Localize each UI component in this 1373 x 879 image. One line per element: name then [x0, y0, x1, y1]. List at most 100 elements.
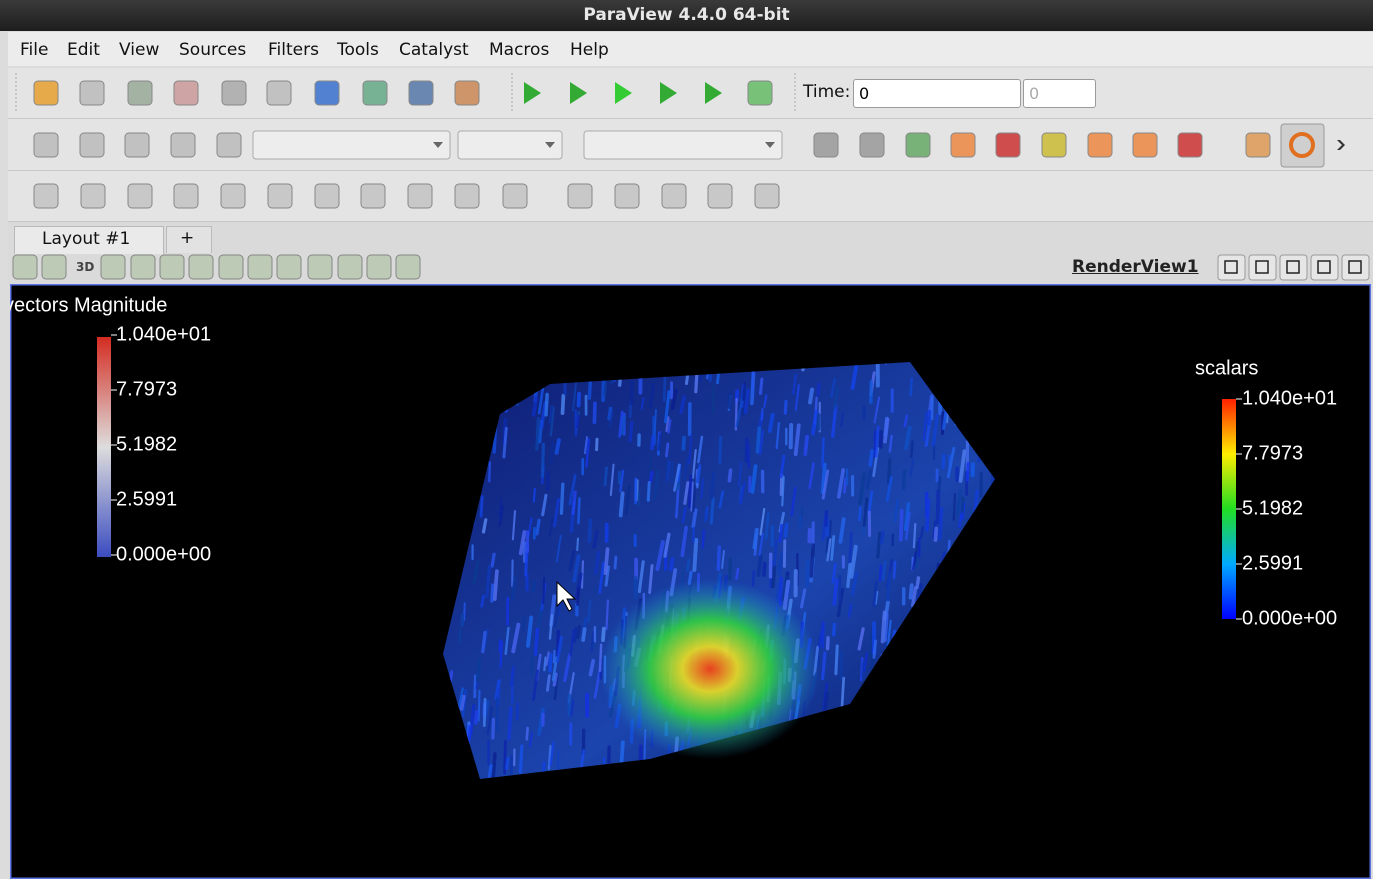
glyph — [727, 468, 733, 483]
toolbar-button[interactable] — [80, 183, 106, 209]
toolbar-button[interactable] — [221, 80, 247, 106]
toolbar-button[interactable] — [660, 82, 677, 104]
glyph — [690, 362, 695, 371]
toolbar-button[interactable] — [570, 82, 587, 104]
toolbar-button[interactable] — [524, 82, 541, 104]
toolbar-button[interactable] — [859, 132, 885, 158]
menu-item[interactable]: Sources — [179, 40, 247, 60]
layout-tab[interactable] — [14, 226, 164, 254]
add-tab-label[interactable]: + — [180, 228, 195, 248]
view-button[interactable] — [1310, 254, 1339, 281]
toolbar-button[interactable] — [1041, 132, 1067, 158]
toolbar-button[interactable] — [502, 183, 528, 209]
toolbar-button[interactable] — [41, 254, 67, 280]
toolbar-button[interactable] — [307, 254, 333, 280]
toolbar-button[interactable] — [130, 254, 156, 280]
combo-box[interactable] — [252, 130, 451, 160]
menu-item[interactable]: View — [119, 40, 160, 60]
toolbar-button[interactable] — [12, 254, 38, 280]
glyph — [691, 508, 698, 529]
toolbar-button[interactable] — [79, 80, 105, 106]
toolbar-button[interactable] — [1132, 132, 1158, 158]
layout-tab-label[interactable]: Layout #1 — [42, 229, 131, 249]
toolbar-button[interactable] — [170, 132, 196, 158]
toolbar-button[interactable] — [218, 254, 244, 280]
toolbar-button[interactable] — [33, 183, 59, 209]
toolbar-button[interactable] — [407, 183, 433, 209]
view-button[interactable] — [1341, 254, 1370, 281]
icon[interactable] — [1289, 132, 1315, 158]
toolbar-button[interactable] — [314, 183, 340, 209]
glyph — [758, 532, 764, 556]
view-button[interactable] — [1248, 254, 1277, 281]
toolbar-button[interactable] — [127, 183, 153, 209]
toolbar-button[interactable] — [216, 132, 242, 158]
menu-item[interactable]: Filters — [268, 40, 319, 60]
menu-item[interactable]: Macros — [489, 40, 550, 60]
3d-toggle[interactable]: 3D — [76, 260, 95, 274]
glyph — [964, 374, 969, 396]
toolbar-button[interactable] — [33, 80, 59, 106]
toolbar-button[interactable] — [454, 183, 480, 209]
combo-box[interactable] — [457, 130, 563, 160]
toolbar-button[interactable] — [395, 254, 421, 280]
toolbar-button[interactable] — [614, 183, 640, 209]
toolbar-button[interactable] — [705, 82, 722, 104]
toolbar-button[interactable] — [813, 132, 839, 158]
toolbar-button[interactable] — [247, 254, 273, 280]
toolbar-button[interactable] — [267, 183, 293, 209]
glyph — [619, 469, 625, 493]
toolbar-button[interactable] — [454, 80, 480, 106]
combo-box[interactable] — [583, 130, 783, 160]
toolbar-button[interactable] — [754, 183, 780, 209]
add-tab-button[interactable] — [166, 226, 212, 253]
view-button[interactable] — [1279, 254, 1308, 281]
menu-item[interactable]: File — [20, 40, 49, 60]
toolbar-button[interactable] — [408, 80, 434, 106]
glyph — [883, 416, 889, 437]
toolbar-button[interactable] — [220, 183, 246, 209]
toolbar-button[interactable] — [362, 80, 388, 106]
toolbar-button[interactable] — [567, 183, 593, 209]
toolbar-button[interactable] — [173, 183, 199, 209]
toolbar-button[interactable] — [366, 254, 392, 280]
toolbar-button[interactable] — [707, 183, 733, 209]
toolbar-button[interactable] — [661, 183, 687, 209]
toolbar-button[interactable] — [188, 254, 214, 280]
toolbar-button[interactable] — [127, 80, 153, 106]
toolbar-button[interactable] — [266, 80, 292, 106]
toolbar-button[interactable] — [124, 132, 150, 158]
toolbar-button[interactable] — [337, 254, 363, 280]
glyph — [946, 406, 950, 424]
toolbar-button[interactable] — [79, 132, 105, 158]
glyph — [452, 526, 458, 544]
toolbar-button[interactable] — [173, 80, 199, 106]
toggle-button[interactable] — [1280, 123, 1325, 168]
toolbar-button[interactable] — [276, 254, 302, 280]
toolbar-button[interactable] — [159, 254, 185, 280]
toolbar-button[interactable] — [100, 254, 126, 280]
menu-item[interactable]: Help — [570, 40, 609, 60]
render-view[interactable]: vectors Magnitude 1.040e+01 7.7973 5.1982 2.… — [10, 284, 1371, 879]
glyph — [778, 523, 784, 543]
view-button[interactable] — [1217, 254, 1246, 281]
toolbar-button[interactable] — [33, 132, 59, 158]
toolbar-button[interactable] — [1245, 132, 1271, 158]
view-name[interactable]: RenderView1 — [1072, 257, 1199, 277]
toolbar-button[interactable] — [950, 132, 976, 158]
toolbar-button[interactable] — [1087, 132, 1113, 158]
time-input[interactable]: 0 — [853, 79, 1021, 108]
toolbar-button[interactable] — [995, 132, 1021, 158]
menu-item[interactable]: Edit — [67, 40, 100, 60]
time-index-spinbox[interactable]: 0 — [1023, 79, 1096, 108]
toolbar-button[interactable] — [905, 132, 931, 158]
toolbar-button[interactable] — [747, 80, 773, 106]
toolbar-button[interactable] — [1177, 132, 1203, 158]
toolbar-button[interactable] — [360, 183, 386, 209]
toolbar-button[interactable] — [615, 82, 632, 104]
menu-item[interactable]: Tools — [337, 40, 379, 60]
more-button[interactable] — [1337, 140, 1345, 150]
menu-item[interactable]: Catalyst — [399, 40, 469, 60]
color-legend-title: vectors Magnitude — [10, 294, 167, 316]
toolbar-button[interactable] — [314, 80, 340, 106]
